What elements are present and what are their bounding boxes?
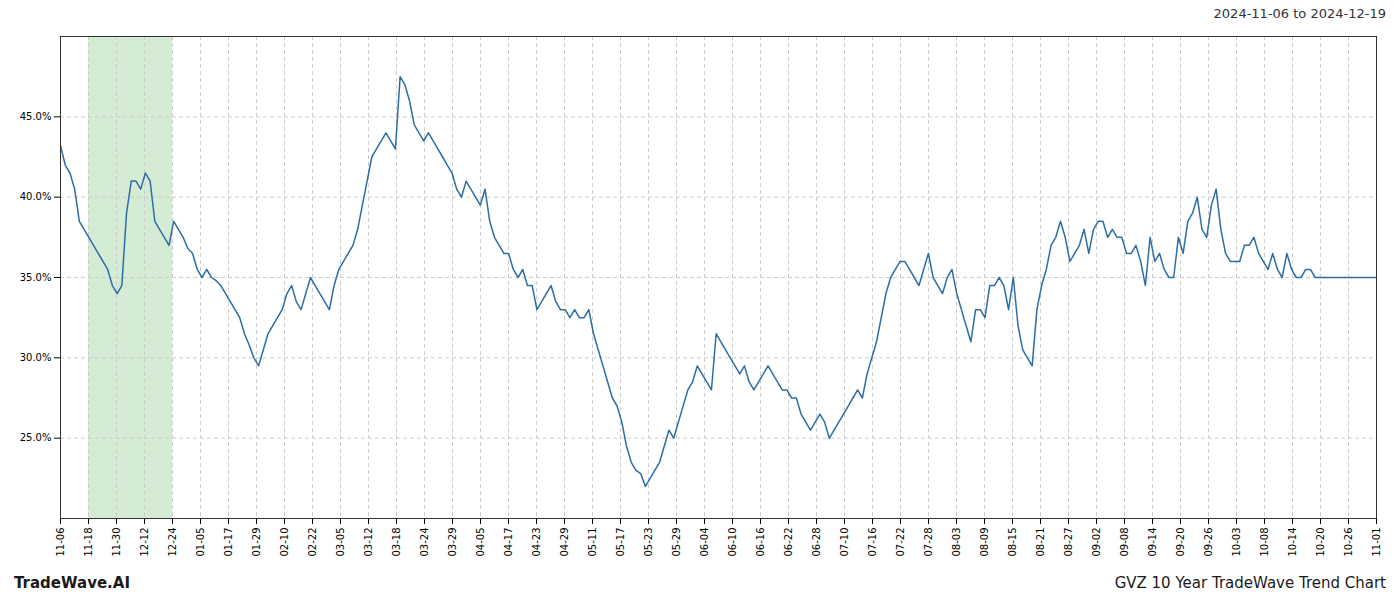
- svg-text:06-10: 06-10: [727, 528, 738, 557]
- html-text:2024-11-06 to 2024-12-19: 2024-11-06 to 2024-12-19: [1213, 5, 1386, 21]
- svg-text:04-05: 04-05: [475, 528, 486, 557]
- svg-text:05-29: 05-29: [671, 528, 682, 557]
- svg-text:25.0%: 25.0%: [20, 432, 52, 443]
- svg-text:01-05: 01-05: [195, 528, 206, 557]
- svg-text:35.0%: 35.0%: [20, 272, 52, 283]
- svg-text:03-29: 03-29: [447, 528, 458, 557]
- svg-text:11-30: 11-30: [111, 528, 122, 557]
- svg-text:07-28: 07-28: [923, 528, 934, 557]
- svg-text:08-21: 08-21: [1035, 528, 1046, 557]
- svg-text:02-10: 02-10: [279, 528, 290, 557]
- svg-text:05-11: 05-11: [587, 528, 598, 557]
- svg-text:03-18: 03-18: [391, 528, 402, 557]
- svg-text:11-06: 11-06: [55, 528, 66, 557]
- svg-text:45.0%: 45.0%: [20, 111, 52, 122]
- svg-text:06-22: 06-22: [783, 528, 794, 557]
- svg-text:03-12: 03-12: [363, 528, 374, 557]
- svg-text:07-10: 07-10: [839, 528, 850, 557]
- svg-text:04-29: 04-29: [559, 528, 570, 557]
- svg-text:09-08: 09-08: [1119, 528, 1130, 557]
- svg-text:08-09: 08-09: [979, 528, 990, 557]
- svg-text:08-03: 08-03: [951, 528, 962, 557]
- svg-text:01-29: 01-29: [251, 528, 262, 557]
- svg-text:10-08: 10-08: [1259, 528, 1270, 557]
- svg-text:10-20: 10-20: [1315, 528, 1326, 557]
- svg-text:03-24: 03-24: [419, 528, 430, 557]
- svg-text:07-22: 07-22: [895, 528, 906, 557]
- html-text:TradeWave.AI: TradeWave.AI: [14, 574, 130, 592]
- svg-text:11-18: 11-18: [83, 528, 94, 557]
- svg-text:06-16: 06-16: [755, 528, 766, 557]
- svg-text:30.0%: 30.0%: [20, 352, 52, 363]
- svg-text:10-26: 10-26: [1343, 528, 1354, 557]
- svg-text:07-16: 07-16: [867, 528, 878, 557]
- svg-text:40.0%: 40.0%: [20, 191, 52, 202]
- svg-text:09-20: 09-20: [1175, 528, 1186, 557]
- svg-text:11-01: 11-01: [1371, 528, 1382, 557]
- svg-text:09-26: 09-26: [1203, 528, 1214, 557]
- svg-text:06-04: 06-04: [699, 528, 710, 557]
- svg-text:08-15: 08-15: [1007, 528, 1018, 557]
- svg-text:10-03: 10-03: [1231, 528, 1242, 557]
- svg-text:04-17: 04-17: [503, 528, 514, 557]
- svg-text:09-02: 09-02: [1091, 528, 1102, 557]
- svg-text:12-24: 12-24: [167, 528, 178, 557]
- svg-text:06-28: 06-28: [811, 528, 822, 557]
- svg-text:09-14: 09-14: [1147, 528, 1158, 557]
- svg-text:01-17: 01-17: [223, 528, 234, 557]
- html-text:GVZ 10 Year TradeWave Trend Ch: GVZ 10 Year TradeWave Trend Chart: [1114, 574, 1386, 592]
- svg-text:05-23: 05-23: [643, 528, 654, 557]
- svg-text:12-12: 12-12: [139, 528, 150, 557]
- svg-text:10-14: 10-14: [1287, 528, 1298, 557]
- svg-text:05-17: 05-17: [615, 528, 626, 557]
- svg-text:03-05: 03-05: [335, 528, 346, 557]
- svg-text:08-27: 08-27: [1063, 528, 1074, 557]
- svg-text:02-22: 02-22: [307, 528, 318, 557]
- svg-text:04-23: 04-23: [531, 528, 542, 557]
